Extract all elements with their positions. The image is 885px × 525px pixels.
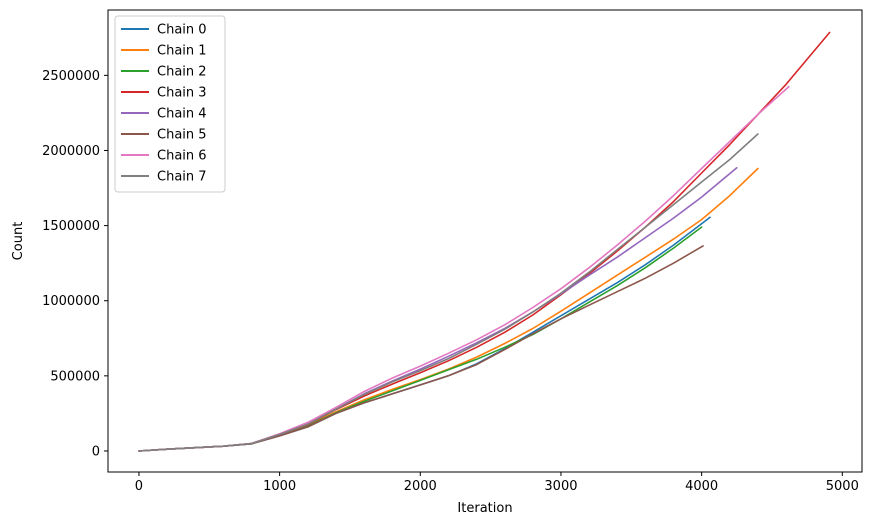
legend-label-chain-3: Chain 3 — [157, 86, 207, 101]
x-tick-label: 2000 — [404, 479, 437, 494]
x-tick-label: 5000 — [826, 479, 859, 494]
y-tick-label: 500000 — [50, 369, 100, 384]
y-axis: 0 500000 1000000 1500000 2000000 2500000 — [42, 69, 108, 459]
x-tick-label: 0 — [135, 479, 143, 494]
legend-box — [114, 15, 226, 193]
legend: Chain 0 Chain 1 Chain 2 Chain 3 Chain 4 Chain… — [114, 15, 226, 193]
y-axis-label: Count — [11, 222, 26, 261]
legend-label-chain-2: Chain 2 — [157, 65, 207, 80]
legend-label-chain-7: Chain 7 — [157, 170, 207, 185]
legend-label-chain-1: Chain 1 — [157, 44, 207, 59]
y-tick-label: 2000000 — [42, 144, 100, 159]
legend-label-chain-4: Chain 4 — [157, 107, 207, 122]
legend-label-chain-0: Chain 0 — [157, 23, 207, 38]
series-layer — [138, 31, 831, 452]
y-tick-label: 1500000 — [42, 219, 100, 234]
legend-label-chain-6: Chain 6 — [157, 149, 207, 164]
x-tick-label: 4000 — [685, 479, 718, 494]
series-line-chain-7 — [138, 133, 759, 452]
x-axis: 0 1000 2000 3000 4000 5000 — [135, 472, 859, 494]
y-tick-label: 0 — [92, 444, 100, 459]
legend-label-chain-5: Chain 5 — [157, 128, 207, 143]
y-tick-label: 2500000 — [42, 69, 100, 84]
x-axis-label: Iteration — [457, 501, 512, 516]
y-tick-label: 1000000 — [42, 294, 100, 309]
plot-frame — [107, 9, 863, 473]
x-tick-label: 1000 — [263, 479, 296, 494]
x-tick-label: 3000 — [544, 479, 577, 494]
